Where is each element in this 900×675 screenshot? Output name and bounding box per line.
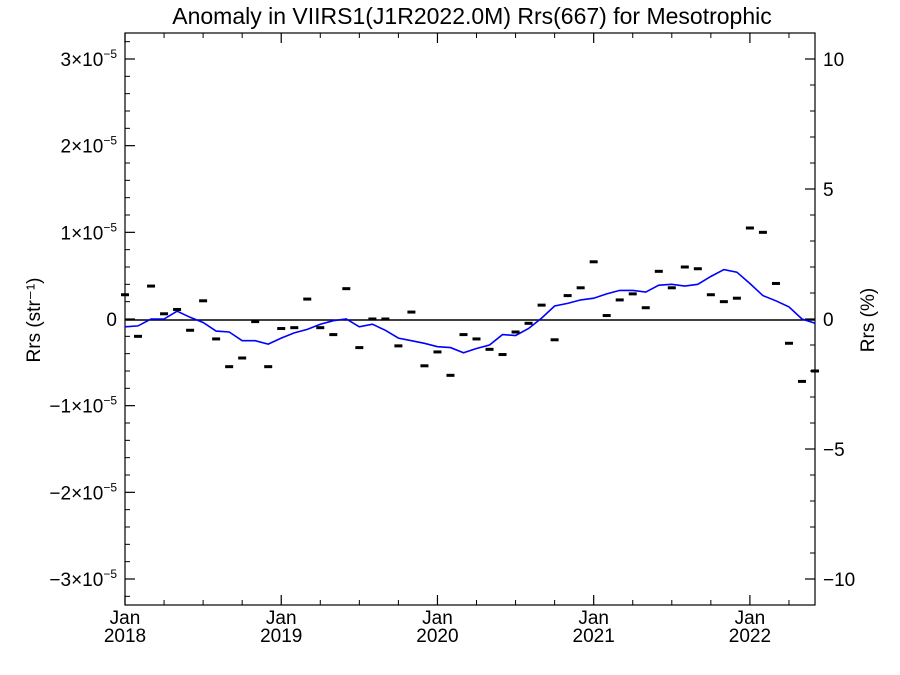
running-mean-series [124, 268, 816, 354]
x-tick-year-label: 2020 [416, 626, 458, 647]
y-left-tick-label: −2×10−5 [49, 480, 117, 504]
x-tick-year-label: 2019 [260, 626, 302, 647]
running-mean-line [124, 268, 816, 354]
x-tick-month-label: Jan [266, 608, 297, 629]
plot-frame [124, 32, 816, 606]
y-left-tick-label: 0 [106, 310, 117, 331]
x-tick-year-label: 2018 [104, 626, 146, 647]
y-right-tick-label: 5 [823, 180, 834, 201]
minor-ticks [125, 33, 815, 605]
y-left-tick-label: 3×10−5 [61, 47, 118, 71]
y-right-tick-label: −5 [823, 440, 845, 461]
y-right-tick-label: 0 [823, 310, 834, 331]
y-left-tick-label: −3×10−5 [49, 567, 117, 591]
x-tick-month-label: Jan [578, 608, 609, 629]
y-right-tick-label: −10 [823, 570, 855, 591]
monthly-points-series [121, 226, 819, 383]
x-tick-month-label: Jan [735, 608, 766, 629]
y-left-axis-label: Rrs (str⁻¹) [24, 278, 45, 363]
x-tick-month-label: Jan [422, 608, 453, 629]
y-left-tick-label: −1×10−5 [49, 394, 117, 418]
y-right-axis-label: Rrs (%) [858, 288, 879, 352]
chart-title: Anomaly in VIIRS1(J1R2022.0M) Rrs(667) f… [172, 3, 772, 29]
x-tick-month-label: Jan [110, 608, 141, 629]
y-left-tick-label: 2×10−5 [61, 134, 118, 158]
y-left-axis: 3×10−5 2×10−5 1×10−5 0 −1×10−5 −2×10−5 −3×10−5 [49, 47, 135, 591]
y-right-axis: 10 5 0 −5 −10 [805, 50, 855, 591]
x-tick-year-label: 2022 [729, 626, 771, 647]
x-tick-year-label: 2021 [573, 626, 615, 647]
y-right-tick-label: 10 [823, 50, 844, 71]
y-left-tick-label: 1×10−5 [61, 220, 118, 244]
